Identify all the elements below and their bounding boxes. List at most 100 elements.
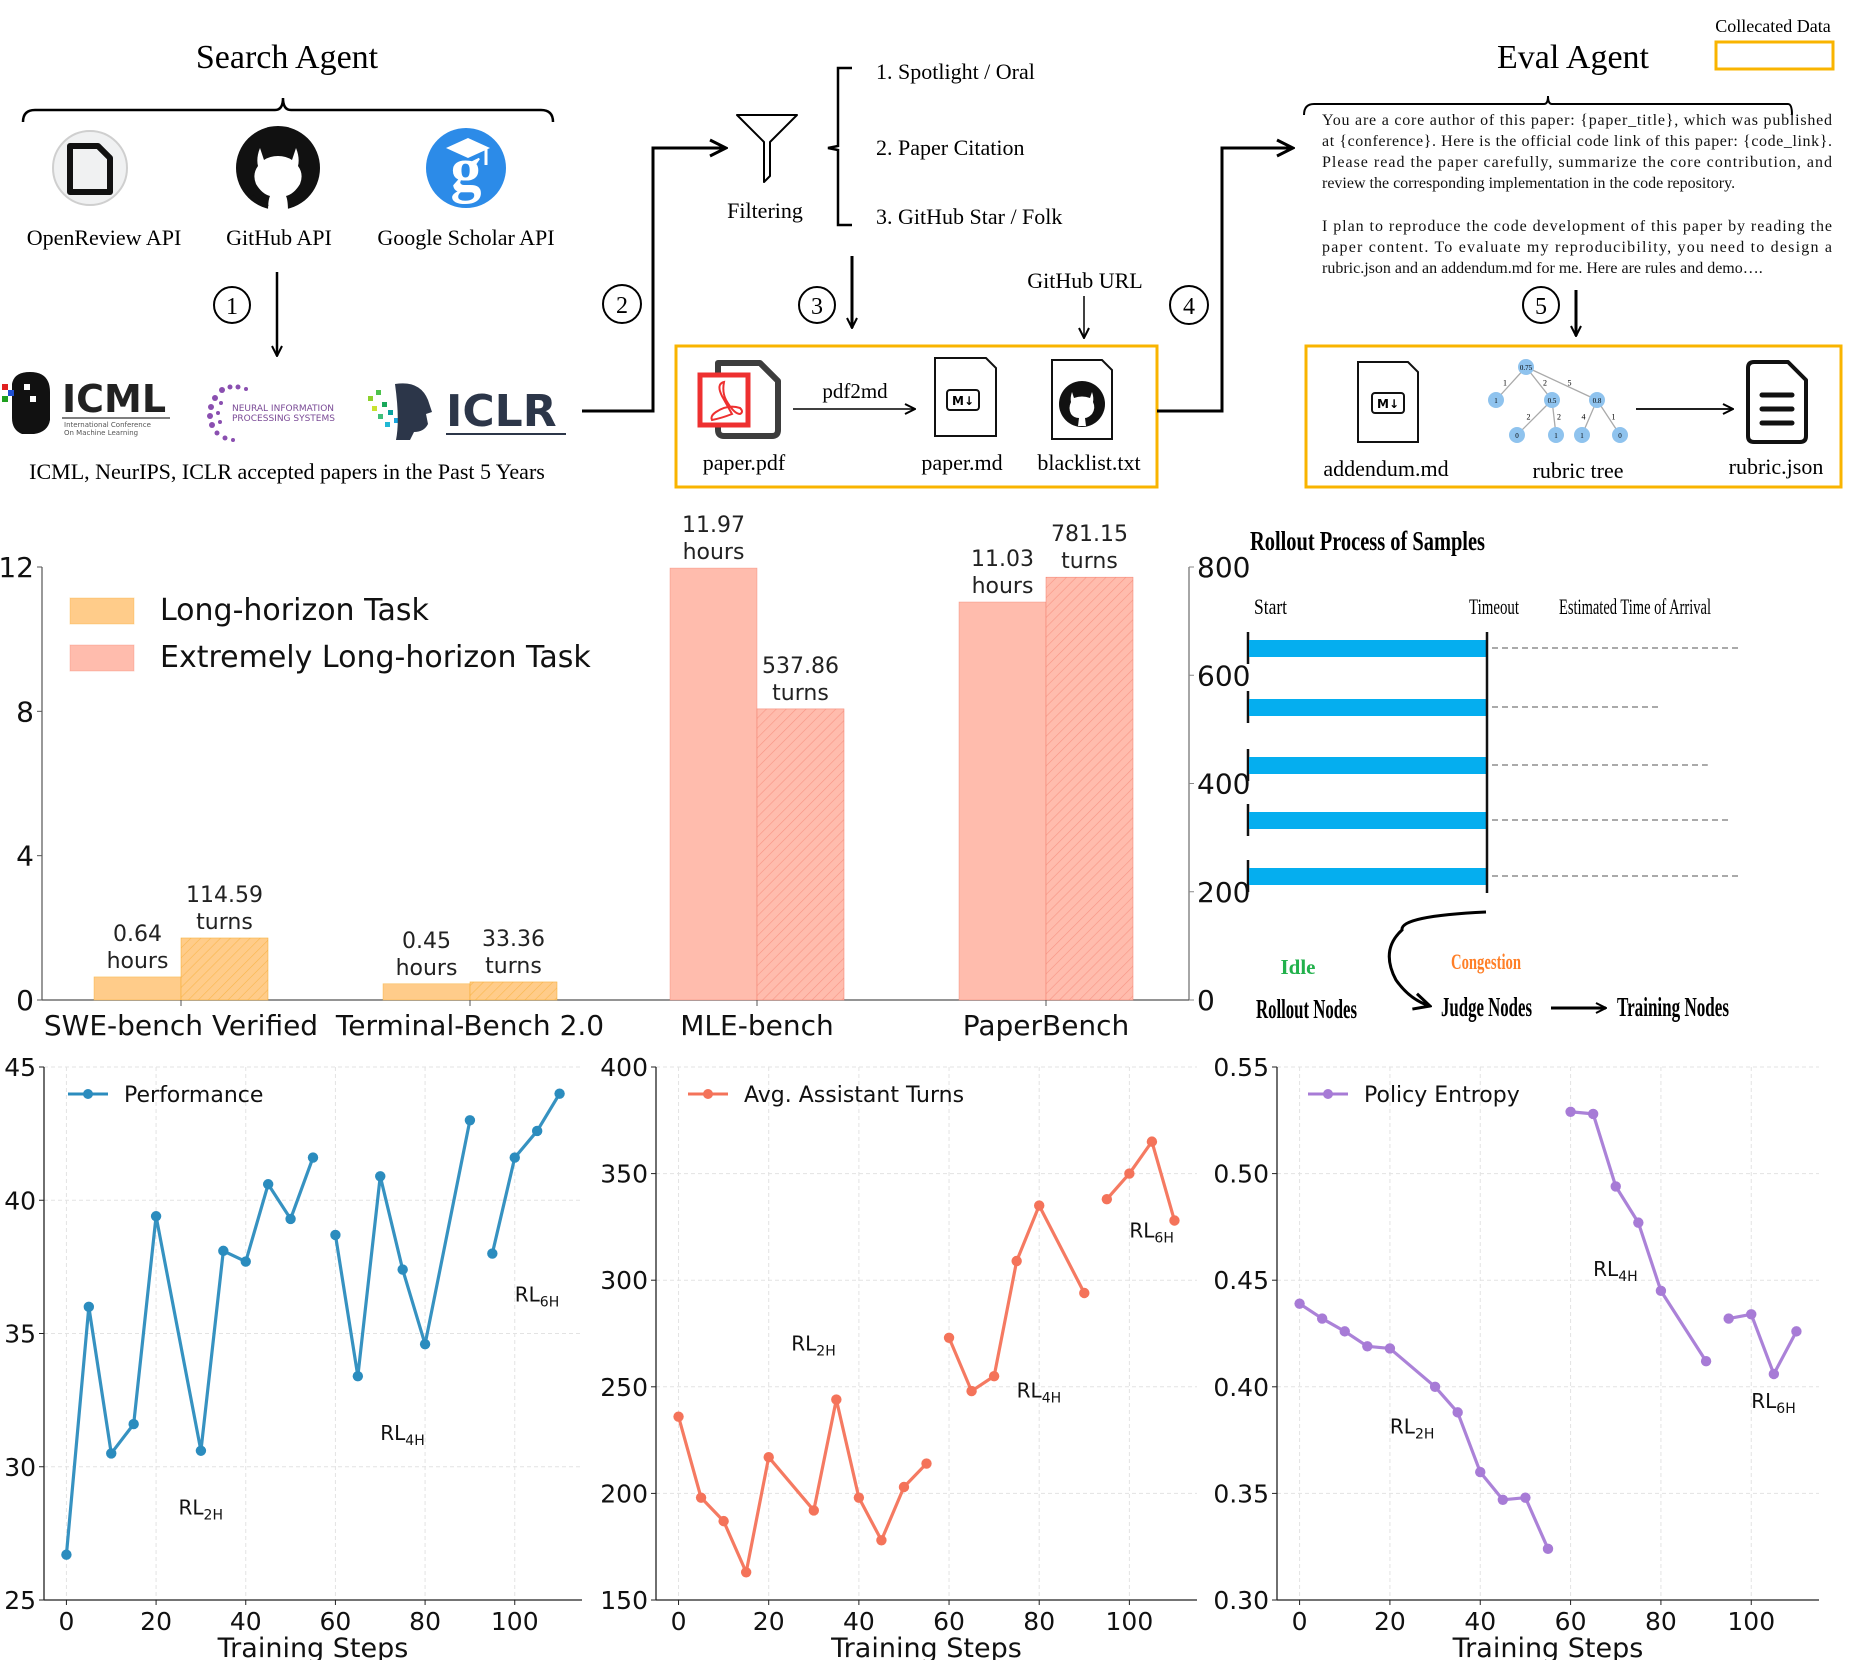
addendum-label: addendum.md	[1323, 456, 1448, 481]
data-point	[1655, 1285, 1667, 1297]
neurips-logo: NEURAL INFORMATION PROCESSING SYSTEMS	[207, 384, 335, 442]
x-tick-label: 20	[753, 1607, 785, 1636]
rubric-node-score: 0.75	[1520, 364, 1533, 372]
step-2-connector-arrow	[582, 148, 726, 413]
y-tick-label: 0.50	[1213, 1160, 1269, 1189]
x-tick-label: 60	[933, 1607, 965, 1636]
data-point	[1633, 1217, 1644, 1228]
right-y-tick-label: 400	[1197, 768, 1250, 801]
data-point	[128, 1418, 139, 1430]
legend-marker	[83, 1089, 93, 1099]
svg-text:1: 1	[226, 294, 238, 320]
rollout-sample-bar	[1249, 640, 1487, 657]
y-tick-label: 35	[4, 1320, 36, 1349]
rubric-tree-label: rubric tree	[1533, 458, 1624, 483]
x-tick-label: 100	[491, 1607, 539, 1636]
segment-label-6h: RL6H	[515, 1283, 559, 1311]
bar-hours-unit-label: hours	[972, 574, 1034, 599]
data-point	[1384, 1343, 1396, 1354]
left-y-tick-label: 8	[16, 695, 34, 728]
rubric-edge-weight: 2	[1527, 413, 1531, 422]
data-point	[943, 1332, 955, 1343]
x-tick-label: 80	[409, 1607, 441, 1636]
data-point	[61, 1549, 72, 1560]
left-y-tick-label: 12	[0, 551, 34, 584]
idle-status: Idle	[1280, 955, 1315, 979]
bar-hours	[958, 601, 1047, 1001]
svg-text:ICLR: ICLR	[446, 386, 557, 437]
x-tick-label: Terminal-Bench 2.0	[335, 1009, 604, 1042]
rubric-tree-edge	[1525, 366, 1598, 401]
data-point	[966, 1385, 977, 1397]
legend-swatch-long	[69, 597, 135, 625]
rubric-node-score: 0.8	[1593, 397, 1602, 405]
rubric-edge-weight: 1	[1612, 413, 1616, 422]
svg-text:On Machine Learning: On Machine Learning	[64, 429, 138, 437]
data-point	[150, 1211, 162, 1222]
eval-agent-title: Eval Agent	[1497, 39, 1650, 76]
data-point	[1475, 1466, 1486, 1478]
openreview-doc-icon	[52, 130, 128, 206]
svg-text:I plan to reproduce the code d: I plan to reproduce the code development…	[1322, 218, 1832, 235]
segment-label-subscript: 2H	[1415, 1427, 1434, 1443]
bar-hours-unit-label: hours	[107, 949, 169, 974]
bar-hours	[669, 567, 758, 1001]
x-tick-label: SWE-bench Verified	[44, 1009, 318, 1042]
data-point	[487, 1248, 498, 1259]
x-tick-label: 20	[1374, 1607, 1406, 1636]
markdown-file-icon: M↓	[934, 357, 997, 437]
rubric-tree-node	[1488, 392, 1504, 408]
data-point	[1587, 1108, 1599, 1120]
bar-turns	[180, 937, 269, 1001]
data-point	[1565, 1106, 1576, 1117]
y-tick-label: 300	[600, 1266, 648, 1295]
pdf-file-icon	[697, 360, 781, 439]
legend-collected-data-label: Collecated Data	[1715, 16, 1830, 36]
legend-label: Avg. Assistant Turns	[744, 1083, 964, 1108]
step-5-badge: 5	[1522, 286, 1560, 324]
filtering-section: 2 Filtering 1. Spotlight / Oral 2. Paper…	[582, 59, 1159, 489]
x-tick-label: MLE-bench	[680, 1009, 833, 1042]
rollout-sample-bar	[1249, 757, 1487, 774]
segment-label-4h: RL4H	[1017, 1378, 1061, 1406]
eval-agent-section: 4 Eval Agent Collecated Data You are a c…	[1157, 16, 1843, 489]
bar-hours-value-label: 11.03	[971, 547, 1034, 572]
bar-turns-unit-label: turns	[1061, 549, 1118, 574]
segment-label-6h: RL6H	[1129, 1219, 1173, 1247]
blacklist-file-icon	[1051, 359, 1113, 440]
data-point	[853, 1492, 865, 1503]
y-tick-label: 0.30	[1213, 1586, 1269, 1615]
legend-label: Policy Entropy	[1364, 1083, 1520, 1108]
data-point	[307, 1152, 319, 1163]
bar-turns-value-label: 114.59	[186, 883, 263, 908]
step-4-connector-arrow	[1157, 148, 1293, 413]
y-tick-label: 45	[4, 1053, 36, 1082]
data-point	[718, 1515, 729, 1527]
y-tick-label: 0.55	[1213, 1053, 1269, 1082]
svg-text:ICML: ICML	[62, 377, 166, 421]
series-line-4h	[1570, 1110, 1708, 1363]
search-agent-brace	[21, 97, 555, 123]
bar-turns	[1045, 576, 1134, 1001]
series-line-2h	[677, 1397, 928, 1574]
data-point	[673, 1411, 684, 1422]
y-tick-label: 0.45	[1213, 1266, 1269, 1295]
bar-hours-unit-label: hours	[683, 540, 745, 565]
y-tick-label: 40	[4, 1186, 36, 1215]
rubric-tree-node	[1589, 392, 1605, 408]
data-point	[1520, 1492, 1531, 1503]
performance-line-chart: 25 30 35 40 45 0 20 40 60 80 100 Training Steps Perf…	[4, 1053, 582, 1660]
eval-agent-brace	[1303, 95, 1793, 116]
bar-hours-value-label: 11.97	[682, 513, 745, 538]
right-y-tick-label: 200	[1197, 876, 1250, 909]
segment-label-6h: RL6H	[1751, 1389, 1795, 1417]
rollout-bars	[1246, 632, 1740, 892]
rollout-process-diagram: Rollout Process of Samples Start Timeout…	[1246, 526, 1740, 1024]
rubric-edge-weight: 2	[1543, 379, 1547, 388]
svg-text:2: 2	[616, 293, 628, 319]
rubric-node-score: 1	[1580, 432, 1584, 440]
rubric-tree-node	[1518, 359, 1534, 375]
right-y-tick-label: 600	[1197, 659, 1250, 692]
rubric-json-file-icon	[1746, 360, 1808, 444]
data-point	[218, 1245, 229, 1257]
